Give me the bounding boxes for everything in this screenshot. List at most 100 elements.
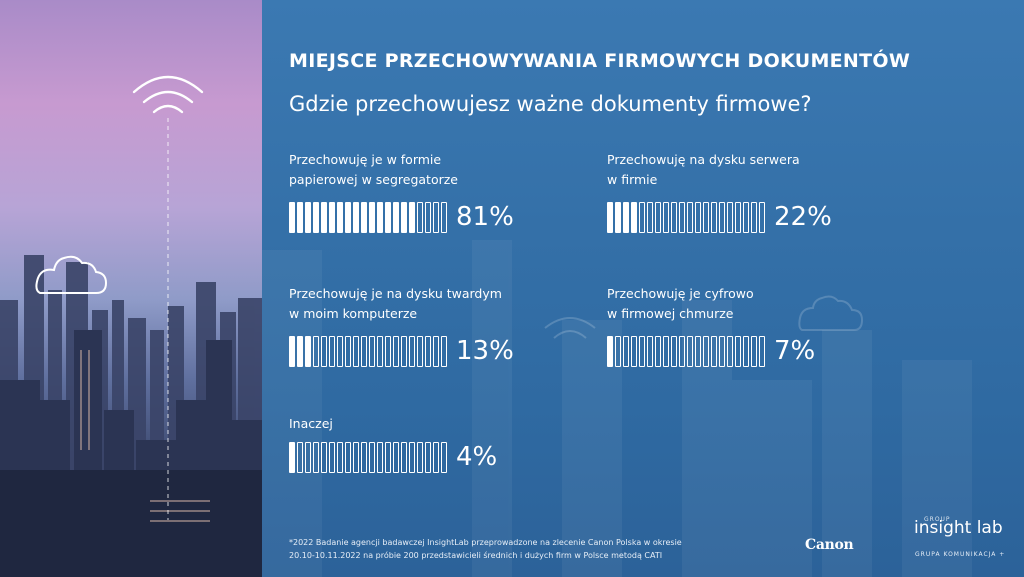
insight-logo-text: insight lab xyxy=(914,518,1003,538)
bar-segment-empty xyxy=(417,442,423,473)
bar-segment-empty xyxy=(385,442,391,473)
bar-segment-empty xyxy=(329,336,335,367)
percent-label: 4% xyxy=(456,442,498,472)
bar-segment-filled xyxy=(369,202,375,233)
bar-segment-empty xyxy=(631,336,637,367)
bar-segment-filled xyxy=(353,202,359,233)
bar-segment-empty xyxy=(425,336,431,367)
bar-segment-empty xyxy=(361,336,367,367)
bar-segment-filled xyxy=(321,202,327,233)
bar-segment-filled xyxy=(377,202,383,233)
bar-segment-empty xyxy=(433,202,439,233)
bar-segment-filled xyxy=(289,202,295,233)
bar-segment-filled xyxy=(607,202,613,233)
bar-segment-empty xyxy=(401,442,407,473)
bar-segment-filled xyxy=(305,336,311,367)
bar-segment-filled xyxy=(337,202,343,233)
bar-segment-empty xyxy=(441,202,447,233)
item-label: Przechowuję je na dysku twardym w moim k… xyxy=(289,286,502,321)
percent-label: 81% xyxy=(456,202,514,232)
bar-segment-filled xyxy=(313,202,319,233)
bar-segment-empty xyxy=(671,336,677,367)
bar-segment-empty xyxy=(679,336,685,367)
bar-row-server: 22% xyxy=(607,202,832,233)
bar-segment-filled xyxy=(631,202,637,233)
bar-segment-empty xyxy=(441,336,447,367)
bar-segment-empty xyxy=(703,336,709,367)
cloud-icon xyxy=(35,255,108,294)
percent-label: 13% xyxy=(456,336,514,366)
bar-segment-empty xyxy=(663,202,669,233)
bar-segment-empty xyxy=(425,442,431,473)
bar-segment-empty xyxy=(623,336,629,367)
footnote: *2022 Badanie agencji badawczej InsightL… xyxy=(289,538,682,560)
bar-row-hard-drive: 13% xyxy=(289,336,514,367)
chart-title: MIEJSCE PRZECHOWYWANIA FIRMOWYCH DOKUMEN… xyxy=(289,50,911,72)
percent-label: 22% xyxy=(774,202,832,232)
content-panel xyxy=(262,0,1024,577)
percent-label: 7% xyxy=(774,336,816,366)
bar-segment-empty xyxy=(409,442,415,473)
bar-segment-empty xyxy=(759,202,765,233)
bar-segment-filled xyxy=(409,202,415,233)
bar-segment-empty xyxy=(743,202,749,233)
chart-subtitle: Gdzie przechowujesz ważne dokumenty firm… xyxy=(289,92,812,116)
bar-segment-filled xyxy=(623,202,629,233)
bar-segment-empty xyxy=(433,336,439,367)
bar-segment-empty xyxy=(369,442,375,473)
item-label: Przechowuję je cyfrowo w firmowej chmurz… xyxy=(607,286,754,321)
bar-segment-filled xyxy=(615,202,621,233)
item-paper: Przechowuję je w formie papierowej w seg… xyxy=(289,150,589,190)
bar-segment-empty xyxy=(297,442,303,473)
bar-segment-empty xyxy=(727,202,733,233)
bar-segment-empty xyxy=(401,336,407,367)
bar-segment-empty xyxy=(647,202,653,233)
tick-bar xyxy=(607,336,765,367)
bar-segment-empty xyxy=(337,336,343,367)
bar-segment-filled xyxy=(385,202,391,233)
bar-segment-empty xyxy=(703,202,709,233)
bar-segment-empty xyxy=(639,202,645,233)
bar-segment-empty xyxy=(377,442,383,473)
bar-segment-empty xyxy=(377,336,383,367)
bar-row-paper: 81% xyxy=(289,202,514,233)
tick-bar xyxy=(607,202,765,233)
bar-segment-empty xyxy=(369,336,375,367)
bar-segment-empty xyxy=(313,442,319,473)
bar-segment-empty xyxy=(321,336,327,367)
city-photo xyxy=(0,0,262,577)
bar-segment-empty xyxy=(305,442,311,473)
bar-segment-empty xyxy=(615,336,621,367)
bar-segment-filled xyxy=(393,202,399,233)
bar-segment-empty xyxy=(647,336,653,367)
bar-segment-empty xyxy=(695,202,701,233)
bar-segment-empty xyxy=(711,336,717,367)
bar-segment-empty xyxy=(329,442,335,473)
bar-segment-empty xyxy=(425,202,431,233)
bar-segment-empty xyxy=(663,336,669,367)
tick-bar xyxy=(289,442,447,473)
insight-logo-group: GROUP xyxy=(924,516,951,523)
bar-row-other: 4% xyxy=(289,442,497,473)
bar-segment-empty xyxy=(687,202,693,233)
bar-segment-filled xyxy=(401,202,407,233)
bar-segment-empty xyxy=(393,336,399,367)
bar-segment-filled xyxy=(305,202,311,233)
bar-segment-empty xyxy=(719,202,725,233)
bar-segment-empty xyxy=(321,442,327,473)
bar-segment-empty xyxy=(409,336,415,367)
bar-segment-empty xyxy=(337,442,343,473)
bar-segment-empty xyxy=(345,336,351,367)
item-hard-drive: Przechowuję je na dysku twardym w moim k… xyxy=(289,284,589,324)
canon-logo: Canon xyxy=(805,537,854,553)
bar-segment-empty xyxy=(759,336,765,367)
bar-segment-filled xyxy=(289,336,295,367)
bar-segment-empty xyxy=(655,202,661,233)
bar-segment-empty xyxy=(735,202,741,233)
bar-segment-empty xyxy=(655,336,661,367)
item-cloud: Przechowuję je cyfrowo w firmowej chmurz… xyxy=(607,284,907,324)
bar-segment-empty xyxy=(735,336,741,367)
bar-segment-empty xyxy=(639,336,645,367)
bar-segment-filled xyxy=(297,336,303,367)
bar-segment-filled xyxy=(345,202,351,233)
